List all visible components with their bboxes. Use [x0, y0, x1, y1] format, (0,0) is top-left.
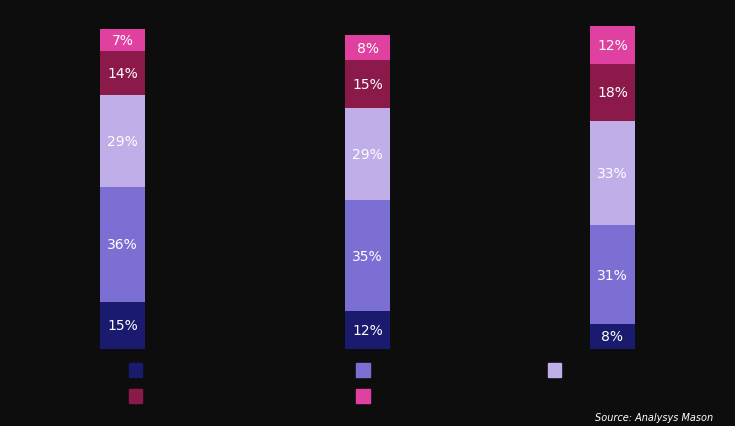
Bar: [590, 226, 634, 324]
Text: 29%: 29%: [352, 148, 383, 162]
Bar: [590, 324, 634, 349]
Text: 8%: 8%: [356, 42, 379, 56]
Bar: [345, 311, 390, 349]
Text: 33%: 33%: [597, 167, 628, 181]
Text: 31%: 31%: [597, 268, 628, 282]
Text: 29%: 29%: [107, 135, 138, 149]
Bar: [590, 121, 634, 226]
Bar: [101, 302, 145, 349]
Text: Source: Analysys Mason: Source: Analysys Mason: [595, 412, 713, 422]
Bar: [590, 26, 634, 64]
Text: 12%: 12%: [352, 323, 383, 337]
Text: 15%: 15%: [107, 319, 138, 333]
Text: 18%: 18%: [597, 86, 628, 100]
Text: 8%: 8%: [601, 330, 623, 344]
Bar: [101, 188, 145, 302]
Bar: [345, 61, 390, 109]
Bar: [101, 30, 145, 52]
Text: 15%: 15%: [352, 78, 383, 92]
Bar: [590, 64, 634, 121]
Text: 7%: 7%: [112, 34, 134, 48]
Text: 35%: 35%: [352, 249, 383, 263]
Text: 14%: 14%: [107, 67, 138, 81]
Bar: [101, 52, 145, 96]
Text: 36%: 36%: [107, 238, 138, 252]
Bar: [101, 96, 145, 188]
Bar: [345, 109, 390, 201]
Text: 12%: 12%: [597, 38, 628, 52]
Bar: [345, 36, 390, 61]
Bar: [345, 201, 390, 311]
